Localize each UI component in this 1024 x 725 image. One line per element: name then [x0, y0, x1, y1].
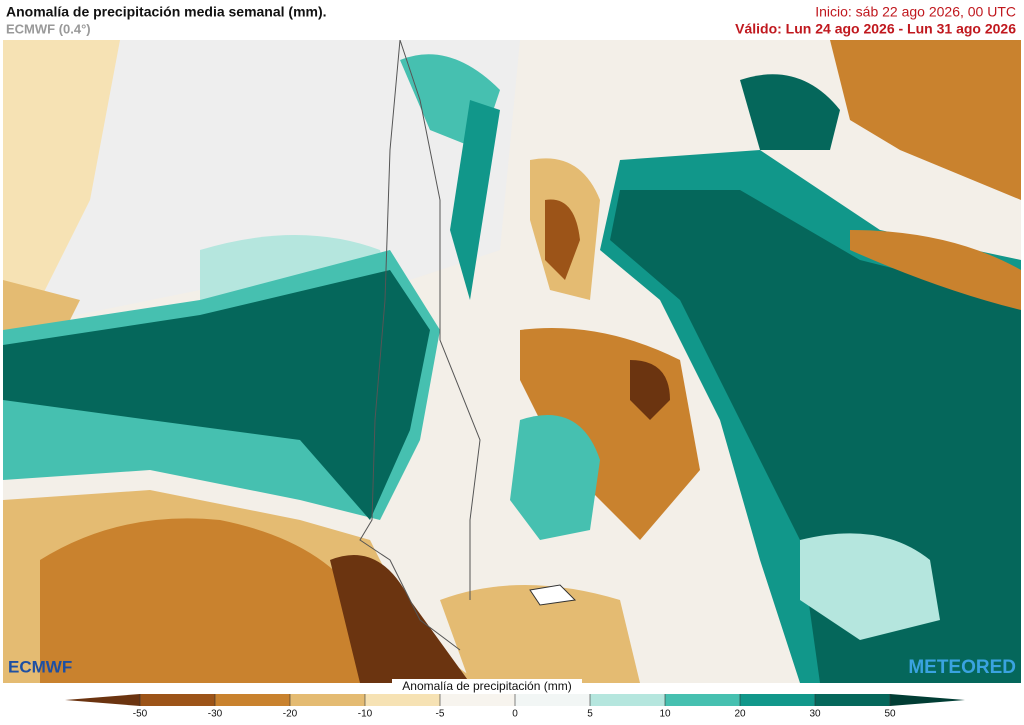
- colorbar-tick-label: -10: [358, 709, 373, 720]
- colorbar-tick-label: -20: [283, 709, 298, 720]
- colorbar-arrow-high: [890, 694, 965, 706]
- colorbar-tick-label: 5: [587, 709, 593, 720]
- title: Anomalía de precipitación media semanal …: [6, 4, 327, 20]
- ecmwf-logo: ECMWF: [8, 657, 72, 676]
- colorbar-tick-label: -30: [208, 709, 223, 720]
- map: [3, 40, 1021, 683]
- colorbar-segment: [215, 694, 290, 706]
- colorbar-segment: [440, 694, 515, 706]
- colorbar-tick-label: 50: [884, 709, 896, 720]
- colorbar-segment: [740, 694, 815, 706]
- meteored-logo: METEORED: [908, 657, 1016, 678]
- colorbar-segment: [290, 694, 365, 706]
- colorbar-tick-label: 30: [809, 709, 821, 720]
- colorbar-segment: [815, 694, 890, 706]
- colorbar-segment: [665, 694, 740, 706]
- colorbar-tick-label: 10: [659, 709, 671, 720]
- colorbar-tick-label: 20: [734, 709, 746, 720]
- colorbar-tick-label: -5: [436, 709, 445, 720]
- colorbar-arrow-low: [65, 694, 140, 706]
- colorbar-tick-label: 0: [512, 709, 518, 720]
- valid-time: Válido: Lun 24 ago 2026 - Lun 31 ago 202…: [735, 21, 1016, 37]
- colorbar-tick-label: -50: [133, 709, 148, 720]
- colorbar-segment: [140, 694, 215, 706]
- colorbar-segment: [365, 694, 440, 706]
- colorbar-segment: [590, 694, 665, 706]
- colorbar-label: Anomalía de precipitación (mm): [402, 679, 571, 693]
- colorbar: -50 -30 -20 -10 -5 0 5 10 20 30 50: [65, 694, 965, 720]
- colorbar-label-box: [392, 679, 582, 693]
- model-label: ECMWF (0.4°): [6, 21, 91, 36]
- colorbar-segment: [515, 694, 590, 706]
- init-time: Inicio: sáb 22 ago 2026, 00 UTC: [815, 4, 1016, 20]
